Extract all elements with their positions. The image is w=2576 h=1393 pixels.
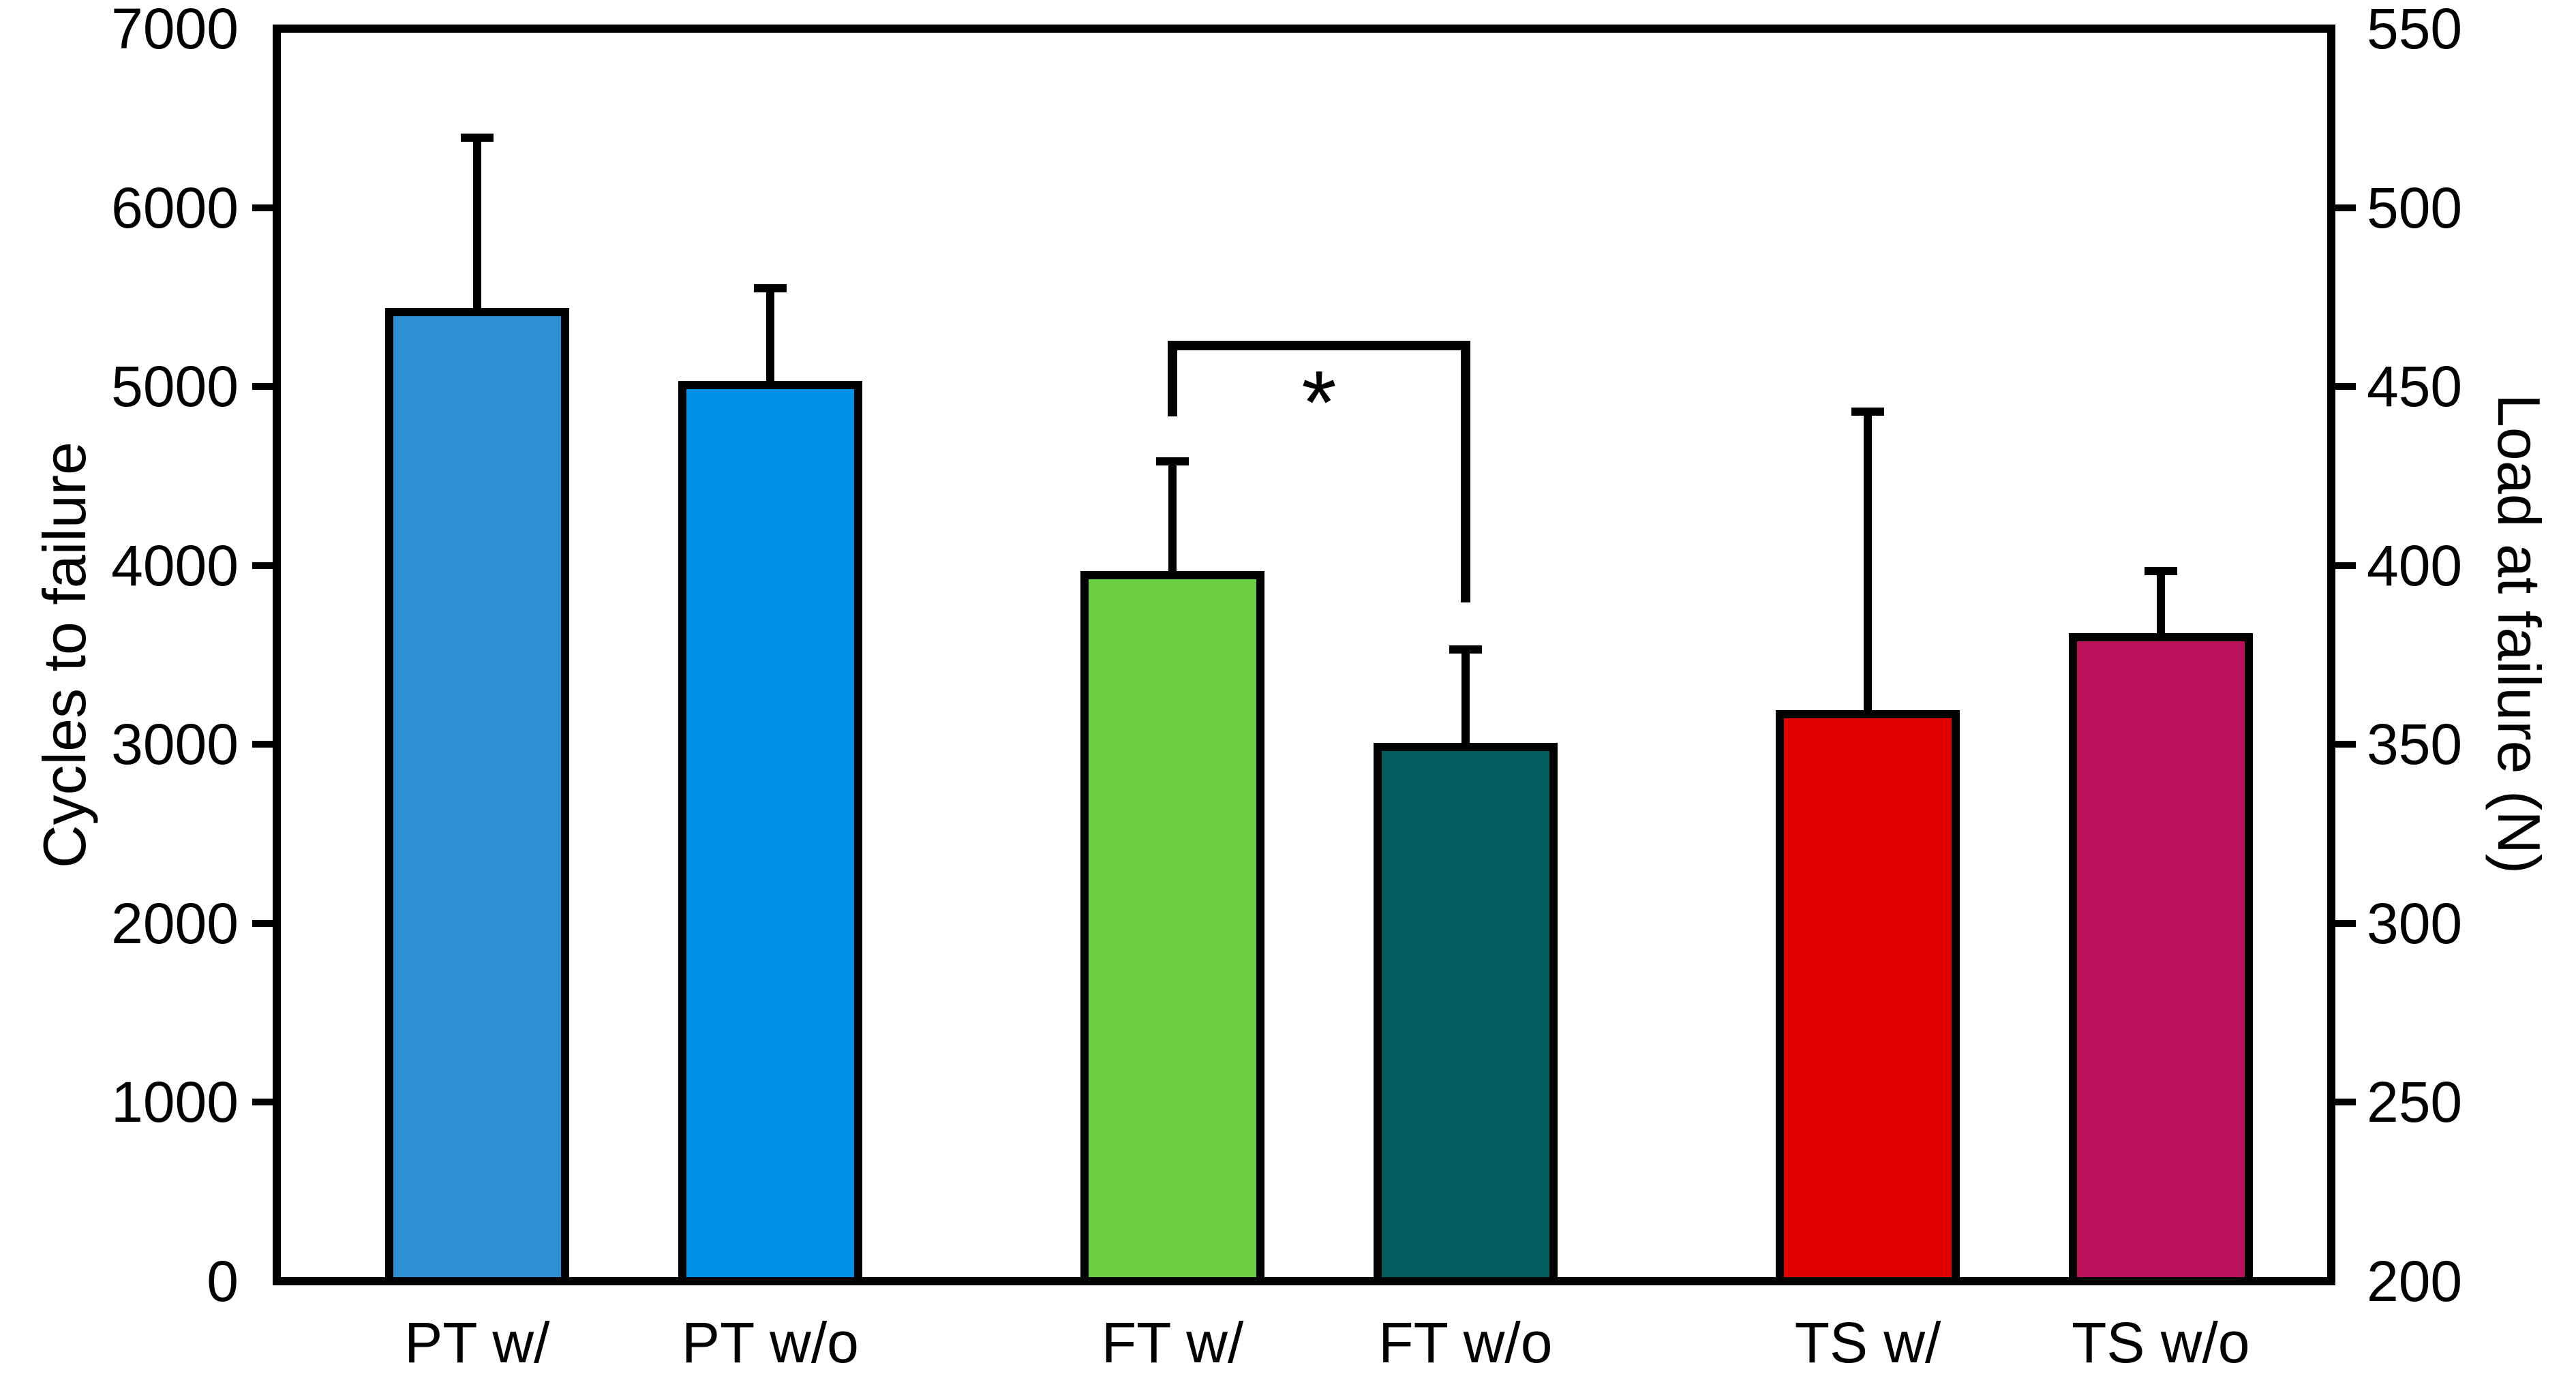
significance-bracket-left-drop bbox=[1168, 340, 1178, 416]
error-cap-pt-w bbox=[460, 134, 494, 142]
error-bar-ft-w bbox=[1168, 461, 1177, 575]
right-axis-title: Load at failure (N) bbox=[2485, 393, 2553, 874]
bar-ts-w bbox=[1776, 710, 1960, 1285]
right-axis-tick-350 bbox=[2335, 741, 2356, 748]
bar-pt-w-o bbox=[678, 381, 862, 1285]
x-axis-label-pt-w: PT w/ bbox=[404, 1311, 550, 1375]
significance-asterisk: * bbox=[1301, 352, 1337, 453]
plot-frame bbox=[273, 25, 2335, 1285]
left-axis-ticklabel-4000: 4000 bbox=[111, 533, 239, 598]
error-cap-ts-w-o bbox=[2144, 566, 2177, 575]
error-bar-ts-w-o bbox=[2156, 570, 2165, 638]
right-axis-tick-400 bbox=[2335, 562, 2356, 569]
error-cap-ft-w-o bbox=[1449, 645, 1482, 654]
significance-bracket-top bbox=[1168, 340, 1470, 350]
right-axis-ticklabel-200: 200 bbox=[2367, 1249, 2463, 1313]
right-axis-ticklabel-400: 400 bbox=[2367, 533, 2463, 598]
right-axis-ticklabel-250: 250 bbox=[2367, 1070, 2463, 1135]
bar-ft-w-o bbox=[1373, 742, 1558, 1285]
x-axis-label-pt-w-o: PT w/o bbox=[682, 1311, 859, 1375]
x-axis-label-ts-w-o: TS w/o bbox=[2072, 1311, 2250, 1375]
left-axis-ticklabel-5000: 5000 bbox=[111, 354, 239, 419]
left-axis-tick-1000 bbox=[252, 1099, 273, 1106]
left-axis-ticklabel-1000: 1000 bbox=[111, 1070, 239, 1135]
right-axis-tick-500 bbox=[2335, 204, 2356, 211]
left-axis-ticklabel-0: 0 bbox=[207, 1249, 239, 1313]
right-axis-tick-300 bbox=[2335, 919, 2356, 927]
right-axis-ticklabel-500: 500 bbox=[2367, 175, 2463, 240]
left-axis-ticklabel-7000: 7000 bbox=[111, 0, 239, 61]
significance-bracket-right-drop bbox=[1460, 340, 1470, 602]
left-axis-tick-2000 bbox=[252, 919, 273, 927]
left-axis-ticklabel-3000: 3000 bbox=[111, 712, 239, 777]
left-axis-ticklabel-2000: 2000 bbox=[111, 891, 239, 955]
left-axis-tick-5000 bbox=[252, 383, 273, 391]
right-axis-ticklabel-350: 350 bbox=[2367, 712, 2463, 777]
error-bar-pt-w-o bbox=[766, 288, 774, 386]
right-axis-ticklabel-300: 300 bbox=[2367, 891, 2463, 955]
error-cap-ts-w bbox=[1851, 407, 1885, 416]
error-cap-ft-w bbox=[1156, 457, 1189, 466]
error-bar-ts-w bbox=[1864, 411, 1873, 715]
bar-ts-w-o bbox=[2068, 633, 2253, 1285]
left-axis-title: Cycles to failure bbox=[31, 441, 98, 869]
left-axis-tick-4000 bbox=[252, 562, 273, 569]
right-axis-tick-450 bbox=[2335, 383, 2356, 391]
right-axis-ticklabel-550: 550 bbox=[2367, 0, 2463, 61]
bar-ft-w bbox=[1080, 570, 1265, 1285]
x-axis-label-ts-w: TS w/ bbox=[1794, 1311, 1941, 1375]
right-axis-ticklabel-450: 450 bbox=[2367, 354, 2463, 419]
x-axis-label-ft-w: FT w/ bbox=[1101, 1311, 1244, 1375]
bar-pt-w bbox=[384, 307, 569, 1285]
error-bar-ft-w-o bbox=[1461, 649, 1470, 747]
left-axis-tick-3000 bbox=[252, 741, 273, 748]
left-axis-tick-6000 bbox=[252, 204, 273, 211]
right-axis-tick-250 bbox=[2335, 1099, 2356, 1106]
x-axis-label-ft-w-o: FT w/o bbox=[1378, 1311, 1553, 1375]
error-bar-pt-w bbox=[472, 138, 481, 312]
error-cap-pt-w-o bbox=[753, 284, 787, 292]
left-axis-ticklabel-6000: 6000 bbox=[111, 175, 239, 240]
